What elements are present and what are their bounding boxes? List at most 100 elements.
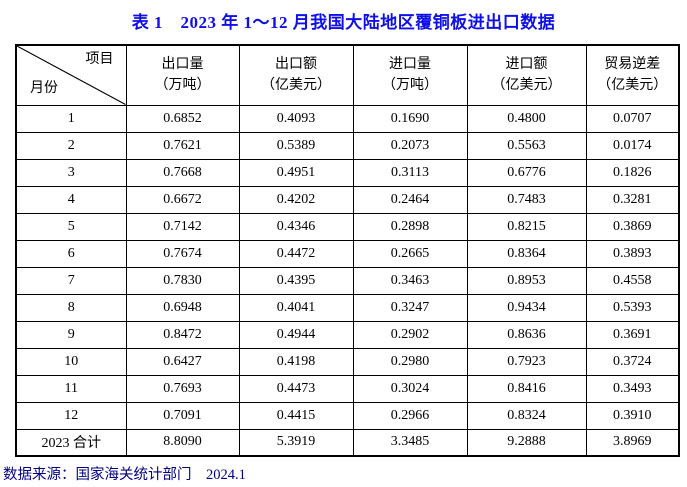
value-cell: 3.3485 xyxy=(352,428,468,457)
data-table: 项目 月份 出口量 （万吨） 出口额 （亿美元） 进口量 （万吨） 进口额 （亿美元） 贸易逆差… xyxy=(15,44,680,457)
value-cell: 0.4346 xyxy=(238,212,354,241)
value-cell: 5.3919 xyxy=(238,428,354,457)
value-cell: 0.4202 xyxy=(238,185,354,214)
value-cell: 0.7091 xyxy=(125,401,240,430)
month-cell: 6 xyxy=(15,239,127,268)
corner-cell: 项目 月份 xyxy=(15,44,127,106)
value-cell: 0.8636 xyxy=(466,320,587,349)
total-row: 2023 合计 8.8090 5.3919 3.3485 9.2888 3.8969 xyxy=(15,428,680,457)
value-cell: 0.6776 xyxy=(466,158,587,187)
value-cell: 0.3463 xyxy=(352,266,468,295)
column-label: 出口量 xyxy=(161,56,204,72)
value-cell: 0.3024 xyxy=(352,374,468,403)
table-row: 3 0.7668 0.4951 0.3113 0.6776 0.1826 xyxy=(15,158,680,187)
column-label: 进口量 xyxy=(389,56,431,72)
column-header: 进口额 （亿美元） xyxy=(466,44,587,106)
table-row: 9 0.8472 0.4944 0.2902 0.8636 0.3691 xyxy=(15,320,680,349)
value-cell: 0.5393 xyxy=(585,293,680,322)
table-row: 5 0.7142 0.4346 0.2898 0.8215 0.3869 xyxy=(15,212,680,241)
value-cell: 0.3113 xyxy=(352,158,468,187)
month-cell: 11 xyxy=(15,374,127,403)
month-cell: 7 xyxy=(15,266,127,295)
column-header: 贸易逆差 （亿美元） xyxy=(585,44,680,106)
value-cell: 0.3910 xyxy=(585,401,680,430)
value-cell: 0.8953 xyxy=(466,266,587,295)
value-cell: 0.6948 xyxy=(125,293,240,322)
value-cell: 0.3869 xyxy=(585,212,680,241)
column-header: 出口额 （亿美元） xyxy=(238,44,354,106)
value-cell: 0.2898 xyxy=(352,212,468,241)
value-cell: 0.7674 xyxy=(125,239,240,268)
value-cell: 0.4093 xyxy=(238,104,354,133)
month-cell: 2023 合计 xyxy=(15,428,127,457)
month-cell: 12 xyxy=(15,401,127,430)
value-cell: 0.4951 xyxy=(238,158,354,187)
month-cell: 5 xyxy=(15,212,127,241)
month-cell: 9 xyxy=(15,320,127,349)
value-cell: 0.4415 xyxy=(238,401,354,430)
value-cell: 3.8969 xyxy=(585,428,680,457)
table-row: 10 0.6427 0.4198 0.2980 0.7923 0.3724 xyxy=(15,347,680,376)
value-cell: 0.2980 xyxy=(352,347,468,376)
table-row: 1 0.6852 0.4093 0.1690 0.4800 0.0707 xyxy=(15,104,680,133)
value-cell: 0.3493 xyxy=(585,374,680,403)
table-body: 1 0.6852 0.4093 0.1690 0.4800 0.0707 2 0.7621 0.… xyxy=(15,104,680,457)
value-cell: 0.7923 xyxy=(466,347,587,376)
value-cell: 0.5389 xyxy=(238,131,354,160)
value-cell: 0.8472 xyxy=(125,320,240,349)
value-cell: 0.8215 xyxy=(466,212,587,241)
value-cell: 0.7621 xyxy=(125,131,240,160)
value-cell: 0.4558 xyxy=(585,266,680,295)
column-unit: （亿美元） xyxy=(491,78,562,94)
value-cell: 0.3893 xyxy=(585,239,680,268)
month-cell: 1 xyxy=(15,104,127,133)
value-cell: 0.1826 xyxy=(585,158,680,187)
value-cell: 0.7693 xyxy=(125,374,240,403)
table-row: 8 0.6948 0.4041 0.3247 0.9434 0.5393 xyxy=(15,293,680,322)
value-cell: 0.7668 xyxy=(125,158,240,187)
value-cell: 0.2966 xyxy=(352,401,468,430)
table-row: 6 0.7674 0.4472 0.2665 0.8364 0.3893 xyxy=(15,239,680,268)
value-cell: 0.0174 xyxy=(585,131,680,160)
value-cell: 0.8324 xyxy=(466,401,587,430)
value-cell: 0.6672 xyxy=(125,185,240,214)
column-label: 进口额 xyxy=(505,56,548,72)
month-cell: 2 xyxy=(15,131,127,160)
table-row: 7 0.7830 0.4395 0.3463 0.8953 0.4558 xyxy=(15,266,680,295)
value-cell: 8.8090 xyxy=(125,428,240,457)
corner-label-item: 项目 xyxy=(85,52,114,67)
table-row: 11 0.7693 0.4473 0.3024 0.8416 0.3493 xyxy=(15,374,680,403)
value-cell: 0.6852 xyxy=(125,104,240,133)
table-caption: 表 1 2023 年 1～12 月我国大陆地区覆铜板进出口数据 xyxy=(131,13,556,32)
value-cell: 0.3724 xyxy=(585,347,680,376)
value-cell: 0.4395 xyxy=(238,266,354,295)
value-cell: 0.4198 xyxy=(238,347,354,376)
value-cell: 0.8364 xyxy=(466,239,587,268)
column-unit: （万吨） xyxy=(154,78,211,94)
table-row: 12 0.7091 0.4415 0.2966 0.8324 0.3910 xyxy=(15,401,680,430)
column-header: 进口量 （万吨） xyxy=(352,44,468,106)
value-cell: 0.3247 xyxy=(352,293,468,322)
value-cell: 0.8416 xyxy=(466,374,587,403)
column-label: 出口额 xyxy=(275,56,317,72)
column-unit: （亿美元） xyxy=(261,78,331,94)
value-cell: 0.4472 xyxy=(238,239,354,268)
value-cell: 0.9434 xyxy=(466,293,587,322)
month-cell: 8 xyxy=(15,293,127,322)
value-cell: 0.6427 xyxy=(125,347,240,376)
value-cell: 0.2665 xyxy=(352,239,468,268)
value-cell: 0.0707 xyxy=(585,104,680,133)
value-cell: 0.3691 xyxy=(585,320,680,349)
header-row: 项目 月份 出口量 （万吨） 出口额 （亿美元） 进口量 （万吨） 进口额 （亿美元） 贸易逆差… xyxy=(15,44,680,106)
value-cell: 0.4041 xyxy=(238,293,354,322)
column-header: 出口量 （万吨） xyxy=(125,44,240,106)
column-unit: （亿美元） xyxy=(597,78,668,94)
value-cell: 0.7142 xyxy=(125,212,240,241)
diagonal-line xyxy=(17,46,126,105)
value-cell: 0.4473 xyxy=(238,374,354,403)
value-cell: 0.3281 xyxy=(585,185,680,214)
value-cell: 0.4944 xyxy=(238,320,354,349)
value-cell: 0.7483 xyxy=(466,185,587,214)
month-cell: 3 xyxy=(15,158,127,187)
